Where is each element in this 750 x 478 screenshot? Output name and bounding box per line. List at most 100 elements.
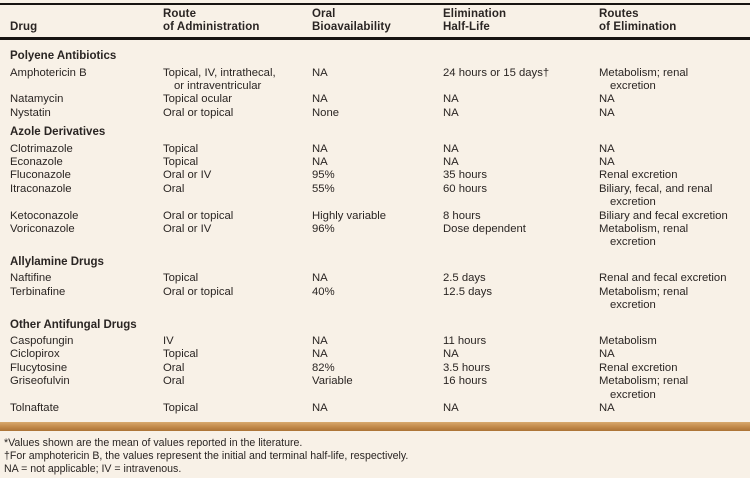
cell-half-life: NA: [443, 348, 599, 361]
cell-text-line: NA: [599, 156, 615, 169]
cell-text-line: Metabolism; renal: [599, 375, 689, 388]
cell-elimination: Metabolism: [599, 335, 746, 348]
column-header-label: Half-Life: [443, 20, 490, 33]
cell-text-line: 60 hours: [443, 182, 487, 195]
cell-text-line: Biliary and fecal excretion: [599, 209, 728, 222]
cell-text-line: Topical: [163, 156, 199, 169]
cell-text-line: Clotrimazole: [10, 142, 73, 155]
cell-text-line: Highly variable: [312, 209, 387, 222]
cell-text-line: Biliary, fecal, and renal: [599, 182, 713, 195]
table-row: Econazole Topical NA NA NA: [0, 156, 750, 169]
cell-text-line: Metabolism; renal: [599, 66, 689, 79]
cell-route: Oral or topical: [163, 107, 312, 120]
cell-route: Topical: [163, 402, 312, 415]
cell-bioavailability: Variable: [312, 375, 443, 402]
cell-bioavailability: NA: [312, 93, 443, 106]
cell-text-line: NA: [599, 93, 615, 106]
cell-route: Oral or IV: [163, 223, 312, 250]
cell-elimination: NA: [599, 156, 746, 169]
cell-elimination: Biliary and fecal excretion: [599, 210, 746, 223]
table-row: Fluconazole Oral or IV 95% 35 hours Renal ex…: [0, 169, 750, 182]
cell-bioavailability: 40%: [312, 286, 443, 313]
cell-bioavailability: None: [312, 107, 443, 120]
cell-text-line: 95%: [312, 169, 335, 182]
cell-route: Oral: [163, 375, 312, 402]
header-rule: [0, 37, 750, 41]
cell-text-line: NA: [312, 348, 328, 361]
cell-half-life: 2.5 days: [443, 272, 599, 285]
cell-text-line: NA: [312, 334, 328, 347]
cell-text-line: 16 hours: [443, 375, 487, 388]
cell-text-line: NA: [443, 401, 459, 414]
column-header-label: Oral: [312, 8, 336, 20]
cell-elimination: Metabolism; renal excretion: [599, 286, 746, 313]
cell-route: Topical: [163, 143, 312, 156]
cell-drug: Clotrimazole: [10, 143, 163, 156]
cell-text-line: Variable: [312, 375, 353, 388]
cell-text-line: Topical: [163, 401, 199, 414]
cell-text-line: excretion: [610, 80, 656, 92]
cell-route: Oral or IV: [163, 169, 312, 182]
cell-text-line: NA: [312, 156, 328, 169]
cell-text-line: NA: [599, 106, 615, 119]
cell-text-line: 40%: [312, 285, 335, 298]
table-row: Itraconazole Oral 55% 60 hours Biliary, feca…: [0, 183, 750, 210]
footnotes: *Values shown are the mean of values rep…: [0, 437, 750, 475]
table-row: Griseofulvin Oral Variable 16 hours Metaboli…: [0, 375, 750, 402]
cell-text-line: NA: [443, 156, 459, 169]
cell-text-line: Terbinafine: [10, 285, 66, 298]
cell-text-line: NA: [312, 401, 328, 414]
cell-bioavailability: NA: [312, 143, 443, 156]
table-row: Voriconazole Oral or IV 96% Dose dependent M…: [0, 223, 750, 250]
cell-text-line: Oral: [163, 182, 185, 195]
cell-drug: Econazole: [10, 156, 163, 169]
cell-half-life: NA: [443, 402, 599, 415]
cell-half-life: 3.5 hours: [443, 362, 599, 375]
cell-text-line: NA: [312, 142, 328, 155]
cell-text-line: Ciclopirox: [10, 348, 60, 361]
column-header-label: Route: [163, 8, 197, 20]
cell-text-line: Metabolism: [599, 334, 657, 347]
footnote-dagger: †For amphotericin B, the values represen…: [4, 449, 409, 462]
cell-text-line: NA: [443, 93, 459, 106]
cell-text-line: Oral or topical: [163, 209, 234, 222]
table-row: Amphotericin B Topical, IV, intrathecal, o…: [0, 67, 750, 94]
column-header-label: Elimination: [443, 8, 507, 20]
column-header-label: Bioavailability: [312, 20, 391, 33]
cell-text-line: Oral: [163, 361, 185, 374]
cell-half-life: 8 hours: [443, 210, 599, 223]
cell-half-life: 16 hours: [443, 375, 599, 402]
cell-half-life: NA: [443, 143, 599, 156]
cell-route: Topical: [163, 272, 312, 285]
cell-route: Oral or topical: [163, 210, 312, 223]
cell-text-line: Topical ocular: [163, 93, 233, 106]
cell-text-line: Renal and fecal excretion: [599, 272, 727, 285]
column-header-bioavailability: Oral Bioavailability: [312, 8, 443, 33]
cell-text-line: Voriconazole: [10, 223, 75, 236]
cell-bioavailability: Highly variable: [312, 210, 443, 223]
cell-text-line: 3.5 hours: [443, 361, 491, 374]
table-row: Flucytosine Oral 82% 3.5 hours Renal excreti…: [0, 362, 750, 375]
divider-bar: [0, 422, 750, 432]
cell-text-line: Oral or IV: [163, 223, 212, 236]
cell-text-line: 55%: [312, 182, 335, 195]
cell-drug: Ciclopirox: [10, 348, 163, 361]
cell-text-line: 96%: [312, 223, 335, 236]
table-row: Terbinafine Oral or topical 40% 12.5 days Me…: [0, 286, 750, 313]
cell-text-line: NA: [312, 272, 328, 285]
cell-route: Topical: [163, 156, 312, 169]
cell-text-line: Renal excretion: [599, 169, 678, 182]
cell-text-line: None: [312, 106, 340, 119]
cell-text-line: Fluconazole: [10, 169, 71, 182]
cell-drug: Tolnaftate: [10, 402, 163, 415]
cell-half-life: 11 hours: [443, 335, 599, 348]
cell-elimination: Renal and fecal excretion: [599, 272, 746, 285]
cell-drug: Natamycin: [10, 93, 163, 106]
cell-text-line: NA: [312, 66, 328, 79]
cell-elimination: Renal excretion: [599, 362, 746, 375]
cell-route: Topical ocular: [163, 93, 312, 106]
cell-half-life: Dose dependent: [443, 223, 599, 250]
cell-half-life: NA: [443, 93, 599, 106]
cell-bioavailability: 55%: [312, 183, 443, 210]
cell-text-line: 24 hours or 15 days†: [443, 66, 550, 79]
